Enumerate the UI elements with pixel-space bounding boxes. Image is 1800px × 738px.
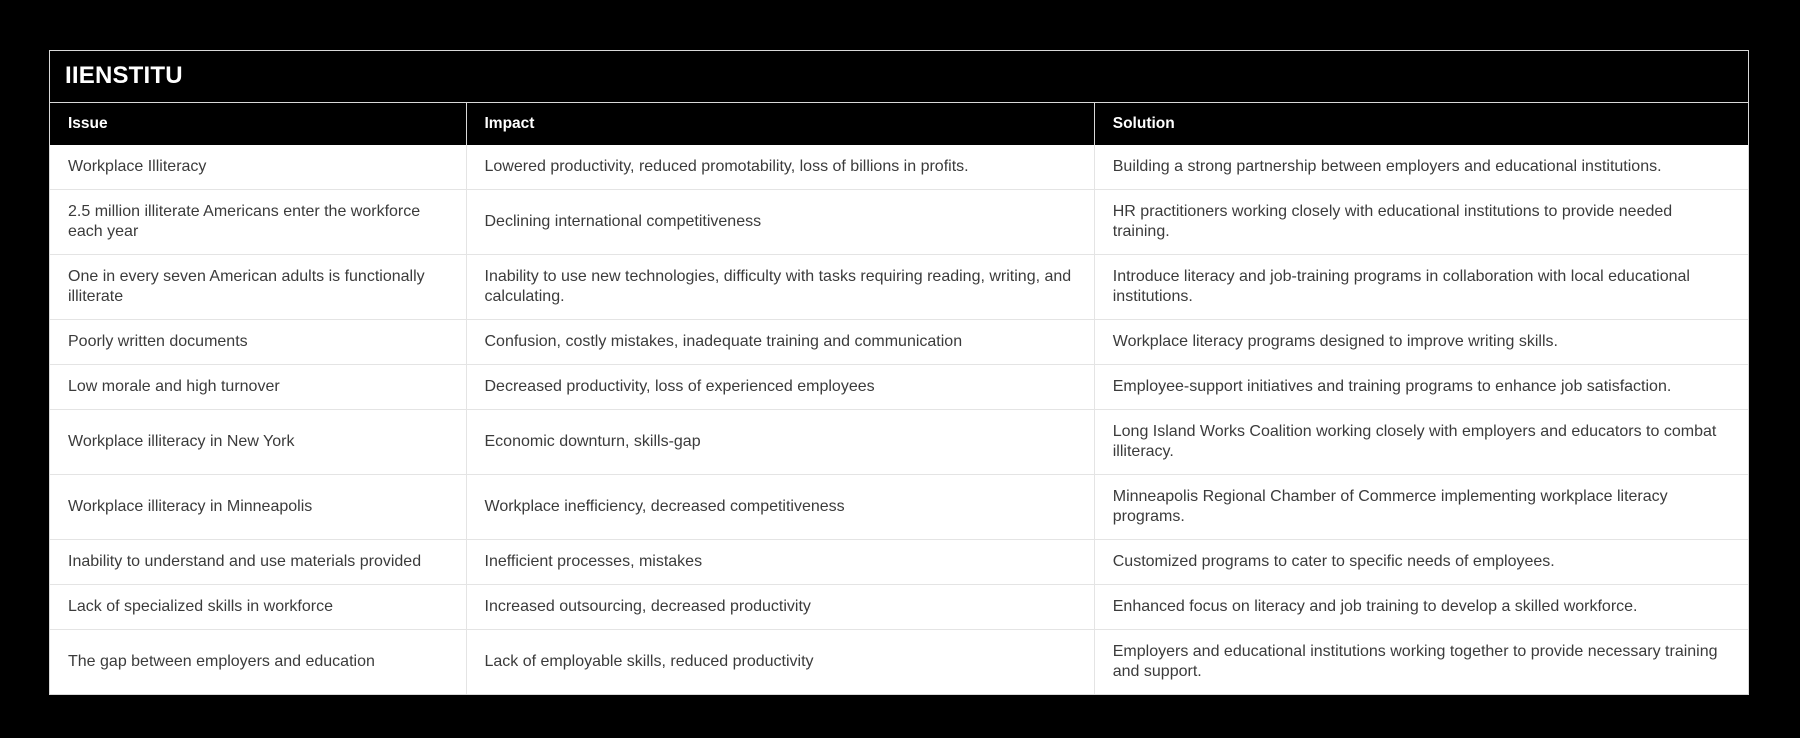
cell-issue: Lack of specialized skills in workforce — [50, 584, 467, 630]
cell-issue: The gap between employers and education — [50, 629, 467, 694]
column-header-issue: Issue — [50, 103, 467, 145]
table-row: Lack of specialized skills in workforce … — [50, 584, 1748, 630]
cell-solution: Employee-support initiatives and trainin… — [1094, 364, 1748, 410]
table-header: Issue Impact Solution — [50, 103, 1748, 145]
issue-impact-solution-table-card: IIENSTITU Issue Impact Solution Workplac… — [49, 50, 1749, 695]
cell-solution: HR practitioners working closely with ed… — [1094, 189, 1748, 255]
cell-impact: Workplace inefficiency, decreased compet… — [466, 474, 1095, 540]
cell-issue: Low morale and high turnover — [50, 364, 467, 410]
cell-issue: One in every seven American adults is fu… — [50, 254, 467, 320]
table-row: Inability to understand and use material… — [50, 539, 1748, 585]
cell-solution: Building a strong partnership between em… — [1094, 145, 1748, 190]
cell-impact: Inability to use new technologies, diffi… — [466, 254, 1095, 320]
cell-impact: Confusion, costly mistakes, inadequate t… — [466, 319, 1095, 365]
cell-impact: Increased outsourcing, decreased product… — [466, 584, 1095, 630]
cell-solution: Enhanced focus on literacy and job train… — [1094, 584, 1748, 630]
cell-solution: Minneapolis Regional Chamber of Commerce… — [1094, 474, 1748, 540]
column-header-solution: Solution — [1094, 103, 1748, 145]
cell-solution: Long Island Works Coalition working clos… — [1094, 409, 1748, 475]
cell-impact: Economic downturn, skills-gap — [466, 409, 1095, 475]
cell-issue: Workplace illiteracy in Minneapolis — [50, 474, 467, 540]
table-row: Workplace illiteracy in Minneapolis Work… — [50, 474, 1748, 540]
cell-issue: Workplace Illiteracy — [50, 145, 467, 190]
cell-solution: Employers and educational institutions w… — [1094, 629, 1748, 694]
cell-impact: Decreased productivity, loss of experien… — [466, 364, 1095, 410]
cell-issue: Poorly written documents — [50, 319, 467, 365]
issue-impact-solution-table: Issue Impact Solution Workplace Illitera… — [50, 103, 1748, 694]
table-row: Low morale and high turnover Decreased p… — [50, 364, 1748, 410]
cell-solution: Introduce literacy and job-training prog… — [1094, 254, 1748, 320]
table-row: Poorly written documents Confusion, cost… — [50, 319, 1748, 365]
cell-solution: Workplace literacy programs designed to … — [1094, 319, 1748, 365]
cell-issue: Workplace illiteracy in New York — [50, 409, 467, 475]
page-title: IIENSTITU — [50, 51, 1748, 103]
cell-impact: Lack of employable skills, reduced produ… — [466, 629, 1095, 694]
table-row: Workplace illiteracy in New York Economi… — [50, 409, 1748, 475]
cell-impact: Declining international competitiveness — [466, 189, 1095, 255]
table-row: One in every seven American adults is fu… — [50, 254, 1748, 320]
table-body: Workplace Illiteracy Lowered productivit… — [50, 145, 1748, 694]
table-header-row: Issue Impact Solution — [50, 103, 1748, 145]
table-row: Workplace Illiteracy Lowered productivit… — [50, 145, 1748, 190]
column-header-impact: Impact — [466, 103, 1095, 145]
cell-impact: Lowered productivity, reduced promotabil… — [466, 145, 1095, 190]
cell-issue: 2.5 million illiterate Americans enter t… — [50, 189, 467, 255]
table-row: The gap between employers and education … — [50, 629, 1748, 694]
cell-solution: Customized programs to cater to specific… — [1094, 539, 1748, 585]
table-row: 2.5 million illiterate Americans enter t… — [50, 189, 1748, 255]
cell-issue: Inability to understand and use material… — [50, 539, 467, 585]
cell-impact: Inefficient processes, mistakes — [466, 539, 1095, 585]
